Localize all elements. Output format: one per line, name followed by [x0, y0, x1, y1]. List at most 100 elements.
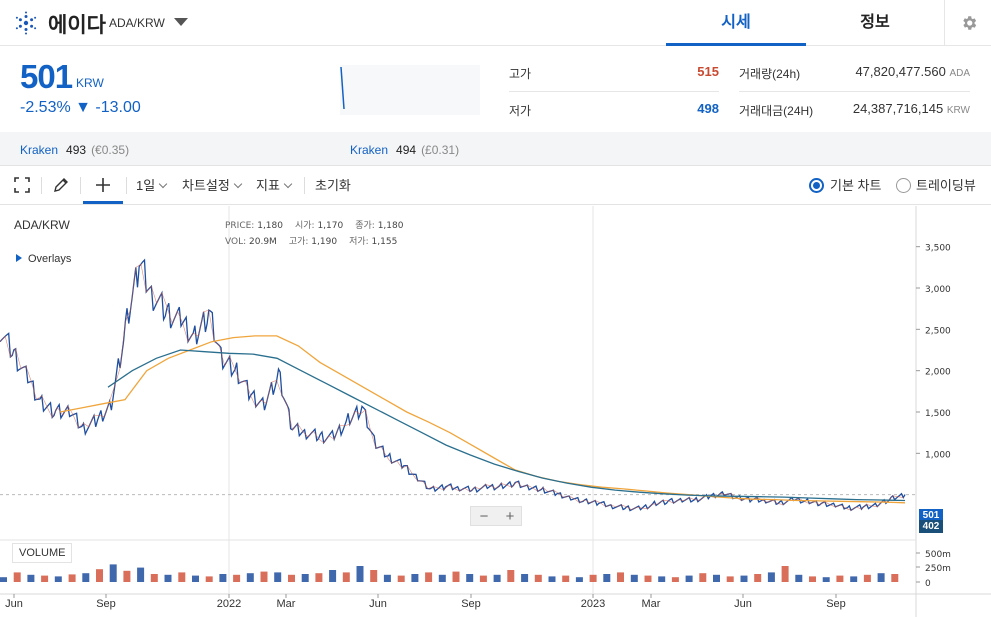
- volume-bar: [27, 574, 35, 582]
- mini-chart: [340, 65, 480, 115]
- indicators-select[interactable]: 지표: [256, 167, 293, 204]
- fullscreen-icon: [14, 177, 30, 193]
- high-label: 고가: [509, 67, 532, 81]
- volume-bar: [548, 576, 556, 582]
- volume-bar: [96, 569, 103, 582]
- top-header: 에이다 ADA/KRW 시세 정보: [0, 0, 991, 46]
- price-series-down-line: [0, 263, 904, 511]
- volume-bar: [425, 572, 433, 582]
- volume-bar: [411, 574, 419, 582]
- exchange-link[interactable]: Kraken: [20, 143, 59, 157]
- draw-button[interactable]: [52, 167, 70, 204]
- y-tick-label: 3,000: [925, 285, 951, 295]
- volume-bar: [219, 574, 227, 582]
- volume-value: 47,820,477.560 ADA: [855, 64, 970, 79]
- x-tick-label: Sep: [826, 598, 846, 610]
- volume-bar: [329, 570, 337, 582]
- volume-bar: [767, 572, 775, 582]
- low-value: 498: [697, 101, 719, 116]
- tab-price[interactable]: 시세: [666, 0, 806, 46]
- x-tick-label: Sep: [96, 598, 116, 610]
- volume-bar: [13, 572, 21, 582]
- amount-value: 24,387,716,145 KRW: [852, 101, 970, 116]
- volume-bar: [630, 574, 638, 582]
- volume-bar: [493, 574, 501, 582]
- volume-bar: [356, 566, 364, 582]
- volume-label: VOLUME: [12, 543, 73, 563]
- volume-bar: [82, 573, 90, 582]
- volume-bar: [658, 576, 666, 582]
- volume-bar: [836, 575, 844, 582]
- chart-canvas[interactable]: 3,500 3,000 2,500 2,000 1,500 1,000 500m 250m 0 J…: [0, 206, 991, 617]
- price-chart[interactable]: 3,500 3,000 2,500 2,000 1,500 1,000 500m 250m 0 J…: [0, 206, 991, 617]
- low-label: 저가: [509, 104, 532, 118]
- y-tick-label: 1,500: [925, 409, 951, 419]
- volume-bar: [164, 574, 172, 582]
- price-change: -2.53% ▼ -13.00: [20, 99, 141, 116]
- volume-bar: [891, 574, 899, 582]
- volume-bar: [809, 576, 816, 582]
- basic-chart-radio[interactable]: [809, 178, 824, 193]
- zoom-in-button[interactable]: +: [505, 508, 515, 525]
- volume-bar: [863, 574, 871, 582]
- volume-bar: [109, 564, 117, 582]
- divider: [739, 91, 970, 92]
- volume-bar: [342, 572, 350, 582]
- volume-bar: [205, 576, 213, 582]
- fullscreen-button[interactable]: [14, 167, 30, 204]
- x-tick-label: Mar: [277, 598, 296, 610]
- volume-bar: [671, 577, 679, 582]
- reset-button[interactable]: 초기화: [315, 178, 351, 193]
- volume-bar: [507, 570, 515, 582]
- volume-bar: [877, 573, 885, 582]
- coin-name: 에이다: [48, 14, 106, 37]
- volume-bar: [192, 575, 199, 582]
- basic-chart-label[interactable]: 기본 차트: [830, 178, 882, 193]
- overlays-toggle[interactable]: Overlays: [16, 253, 71, 265]
- interval-select[interactable]: 1일: [136, 167, 168, 204]
- last-price-tag: 501: [919, 509, 943, 522]
- vol-tick-label: 0: [925, 579, 931, 589]
- volume-bar: [603, 574, 611, 582]
- tab-info[interactable]: 정보: [860, 14, 890, 31]
- volume-bar: [123, 570, 131, 582]
- volume-bar: [452, 571, 460, 582]
- x-tick-label: Jun: [734, 598, 752, 610]
- volume-bar: [781, 566, 789, 582]
- coin-select-dropdown-icon[interactable]: [174, 18, 188, 26]
- crosshair-button[interactable]: [83, 167, 123, 204]
- volume-bar: [54, 576, 62, 582]
- volume-bar: [383, 574, 391, 582]
- volume-bar: [726, 576, 734, 582]
- volume-bar: [822, 577, 830, 582]
- volume-bar: [479, 575, 487, 582]
- y-tick-label: 2,000: [925, 368, 951, 378]
- exchange-link[interactable]: Kraken: [350, 143, 389, 157]
- ma-long-line: [107, 349, 906, 502]
- volume-bar: [740, 575, 748, 582]
- volume-bar: [301, 574, 309, 582]
- settings-button[interactable]: [944, 0, 991, 46]
- volume-bar: [534, 574, 542, 582]
- zoom-out-button[interactable]: −: [479, 508, 489, 525]
- tradingview-label[interactable]: 트레이딩뷰: [916, 178, 976, 193]
- exchange-item: Kraken 493 (€0.35): [20, 143, 130, 157]
- crosshair-icon: [96, 178, 110, 192]
- volume-bar: [274, 572, 282, 582]
- chart-settings-select[interactable]: 차트설정: [182, 167, 243, 204]
- volume-bar: [150, 574, 158, 582]
- chart-toolbar: 1일 차트설정 지표 초기화 기본 차트 트레이딩뷰: [0, 167, 991, 205]
- vol-tick-label: 250m: [925, 564, 951, 574]
- volume-bar: [288, 574, 295, 582]
- volume-bar: [233, 574, 241, 582]
- volume-bar: [178, 572, 186, 582]
- volume-bar: [0, 577, 7, 582]
- volume-bar: [246, 573, 254, 582]
- volume-bar: [617, 572, 624, 582]
- volume-bar: [754, 574, 762, 582]
- volume-bar: [713, 574, 720, 582]
- price-unit: KRW: [76, 76, 104, 90]
- ohlc-legend: PRICE: 1,180 시가: 1,170 종가: 1,180 VOL: 20.9…: [225, 221, 404, 247]
- volume-bar: [68, 574, 76, 582]
- tradingview-radio[interactable]: [896, 178, 911, 193]
